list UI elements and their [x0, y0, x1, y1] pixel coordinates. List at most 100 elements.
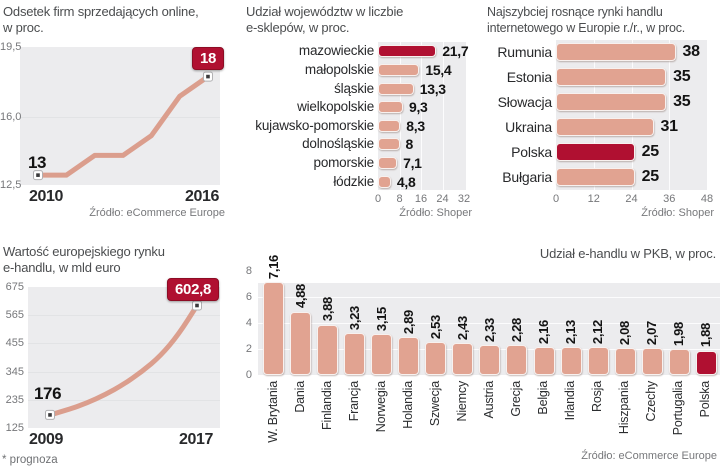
- bar: [506, 345, 528, 375]
- category-label: kujawsko-pomorskie: [255, 117, 374, 133]
- line-path: [47, 303, 200, 418]
- plot-area: [28, 287, 220, 428]
- value-label: 7,1: [403, 154, 422, 171]
- value-label: 2,13: [563, 320, 579, 345]
- x-tick-first: 2009: [29, 431, 63, 448]
- value-label: 25: [641, 167, 660, 185]
- value-label: 15,4: [425, 61, 452, 78]
- data-point-marker-dot: [195, 303, 199, 308]
- category-label: Polska: [511, 144, 552, 161]
- x-tick-last: 2017: [179, 431, 213, 448]
- panel-online-sellers: Odsetek firm sprzedających online, w pro…: [0, 0, 235, 235]
- category-label: Czechy: [644, 381, 659, 422]
- category-label: Ukraina: [505, 119, 552, 136]
- data-point-marker-dot: [36, 173, 40, 177]
- data-point-marker-dot: [206, 74, 210, 79]
- category-label: Rosja: [590, 381, 605, 412]
- first-point-label: 176: [34, 384, 62, 403]
- bar: [479, 344, 501, 375]
- bar: [378, 101, 403, 114]
- category-label: Norwegia: [373, 381, 388, 433]
- bar: [263, 281, 284, 375]
- bar: [378, 156, 398, 169]
- plot-area: [20, 47, 220, 185]
- x-tick: 32: [457, 193, 471, 205]
- category-label: Dania: [292, 381, 307, 413]
- chart-title-line1: Najszybciej rosnące rynki handlu: [487, 5, 663, 19]
- gridline: [442, 42, 444, 190]
- x-tick: 0: [374, 193, 382, 205]
- bar: [587, 347, 609, 375]
- gridline: [631, 40, 633, 190]
- value-label: 38: [682, 43, 701, 61]
- category-label: Finlandia: [319, 381, 334, 430]
- y-tick: 6: [245, 291, 252, 303]
- x-tick-last: 2016: [185, 188, 219, 205]
- gridline: [28, 372, 220, 373]
- panel-fastest-markets: Najszybciej rosnące rynki handlu interne…: [482, 0, 720, 235]
- y-tick: 455: [5, 337, 24, 349]
- bar: [556, 167, 635, 186]
- x-tick: 24: [625, 193, 638, 205]
- value-label: 1,88: [698, 323, 714, 348]
- value-label: 8,3: [406, 117, 425, 134]
- gridline: [28, 400, 220, 401]
- category-label: małopolskie: [304, 61, 374, 77]
- bar: [378, 138, 400, 151]
- line-path: [35, 74, 211, 178]
- x-tick: 0: [552, 193, 560, 205]
- bar: [695, 350, 717, 375]
- value-label: 2,16: [536, 319, 551, 344]
- gridline: [258, 323, 720, 324]
- gridline: [399, 42, 401, 190]
- value-label: 2,28: [508, 318, 524, 343]
- bar: [556, 118, 654, 137]
- bar: [556, 143, 635, 162]
- y-tick: 19,5: [0, 41, 22, 53]
- category-label: Irlandia: [563, 381, 578, 421]
- chart-title-line1: Odsetek firm sprzedających online,: [3, 4, 199, 19]
- gridline: [28, 343, 220, 344]
- bar: [378, 63, 420, 76]
- category-label: W. Brytania: [265, 381, 280, 443]
- y-tick: 8: [245, 265, 252, 277]
- chart-title-line2: w proc.: [3, 20, 44, 35]
- bar: [425, 342, 447, 375]
- first-point-label: 13: [28, 153, 47, 172]
- gridline: [258, 297, 720, 298]
- category-label: Holandia: [400, 381, 415, 429]
- chart-title-line1: Udział województw w liczbie: [246, 4, 404, 19]
- bar: [641, 348, 663, 375]
- panel-voivodeship-eshops: Udział województw w liczbie e-sklepów, w…: [240, 0, 480, 235]
- x-tick: 8: [396, 193, 403, 205]
- chart-title-line2: e-handlu, w mld euro: [3, 260, 121, 275]
- chart-title: Udział województw w liczbie e-sklepów, w…: [246, 4, 403, 36]
- chart-title: Udział e-handlu w PKB, w proc.: [539, 246, 716, 261]
- line-series: [45, 300, 202, 420]
- bar: [371, 334, 393, 375]
- bar: [378, 119, 401, 132]
- value-label: 2,43: [454, 316, 470, 341]
- panel-market-value: Wartość europejskiego rynku e-handlu, w …: [0, 240, 235, 470]
- bar: [344, 333, 366, 375]
- bar: [378, 45, 437, 58]
- bar: [556, 93, 667, 112]
- bar: [398, 337, 420, 375]
- y-tick: 12,5: [0, 179, 22, 191]
- gridline: [593, 40, 595, 190]
- chart-title-line2: e-sklepów, w proc.: [246, 20, 350, 35]
- category-label: Hiszpania: [617, 381, 632, 435]
- value-label: 2,53: [427, 315, 443, 340]
- bar: [668, 349, 690, 375]
- category-label: Słowacja: [497, 94, 553, 111]
- value-label: 35: [673, 68, 691, 86]
- value-label: 2,08: [617, 320, 633, 345]
- gridline: [669, 40, 671, 190]
- bar: [452, 343, 474, 375]
- category-label: śląskie: [334, 80, 374, 96]
- value-label: 2,07: [644, 320, 660, 346]
- value-label: 9,3: [408, 99, 428, 116]
- x-tick: 24: [436, 193, 449, 205]
- category-label: łódzkie: [333, 173, 374, 189]
